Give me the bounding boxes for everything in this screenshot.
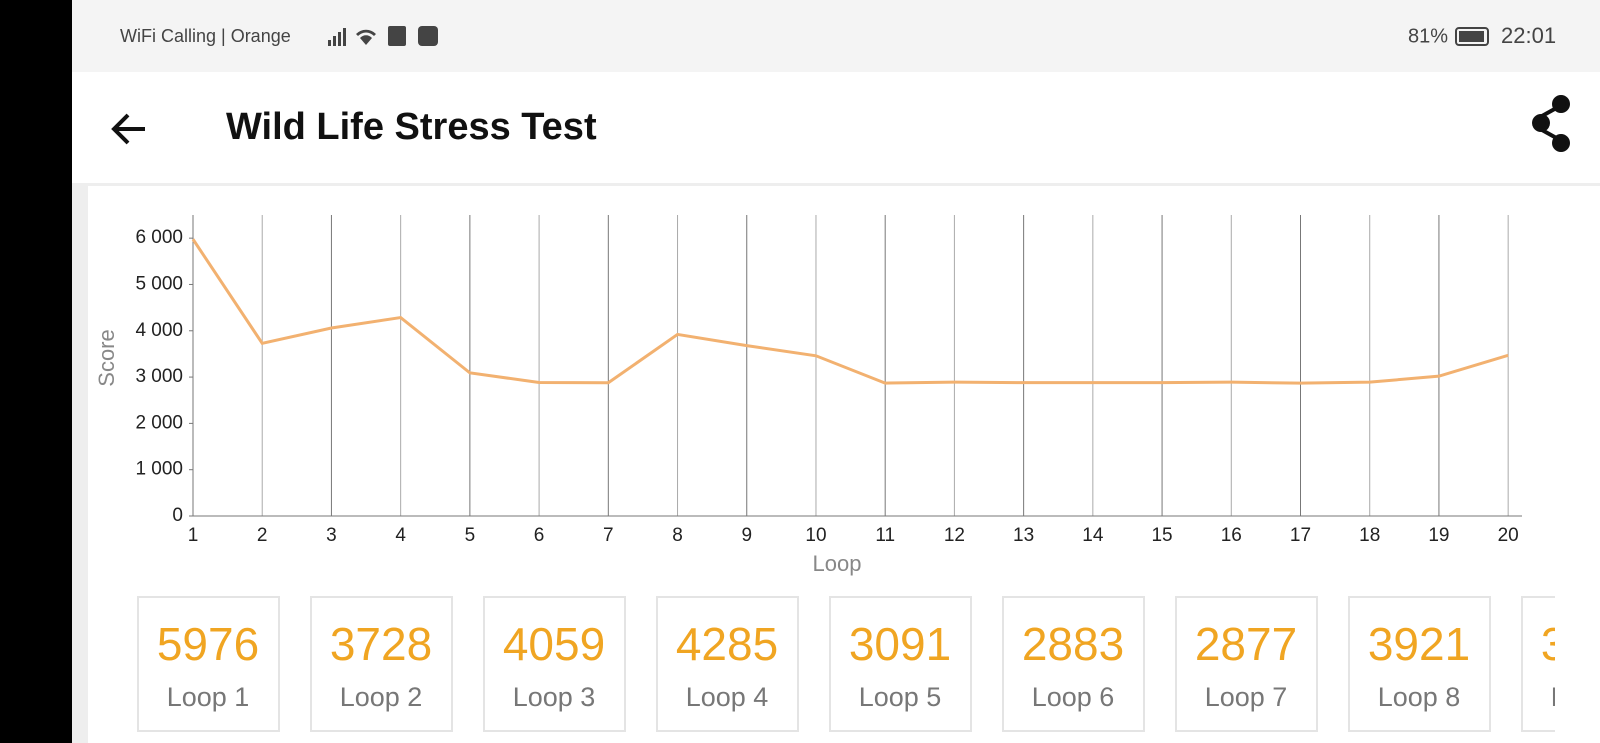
battery-icon bbox=[1455, 27, 1489, 46]
carrier: WiFi Calling | Orange bbox=[120, 26, 291, 46]
loop-score: 2877 bbox=[1195, 618, 1297, 670]
loop-card bbox=[829, 596, 972, 732]
loop-score: 3728 bbox=[330, 618, 432, 670]
loop-label: Loop 4 bbox=[686, 682, 769, 712]
x-tick-label: 8 bbox=[672, 525, 683, 546]
y-tick-label: 3 000 bbox=[135, 366, 183, 387]
x-tick-label: 7 bbox=[603, 525, 614, 546]
loop-card bbox=[1002, 596, 1145, 732]
x-tick-label: 19 bbox=[1428, 525, 1449, 546]
y-tick-label: 4 000 bbox=[135, 320, 183, 341]
app-bar bbox=[72, 72, 1600, 183]
loop-label: Loop 9 bbox=[1551, 682, 1600, 712]
clock: 22:01 bbox=[1501, 23, 1556, 48]
x-tick-label: 3 bbox=[326, 525, 337, 546]
loop-card bbox=[1175, 596, 1318, 732]
x-tick-label: 17 bbox=[1290, 525, 1311, 546]
x-tick-label: 5 bbox=[465, 525, 476, 546]
page-title: Wild Life Stress Test bbox=[226, 106, 597, 148]
loop-score: 3680 bbox=[1541, 618, 1600, 670]
loop-score: 3091 bbox=[849, 618, 951, 670]
loop-card bbox=[483, 596, 626, 732]
signal-icons bbox=[328, 26, 438, 46]
loop-cards: 5976 Loop 1 3728 Loop 2 4059 Loop 3 4285 Loop 4… bbox=[137, 596, 1600, 732]
x-axis-label: Loop bbox=[813, 551, 862, 576]
loop-score: 4285 bbox=[676, 618, 778, 670]
share-button[interactable] bbox=[1532, 95, 1570, 152]
loop-card bbox=[1348, 596, 1491, 732]
y-axis-label: Score bbox=[94, 329, 119, 386]
x-tick-label: 4 bbox=[395, 525, 406, 546]
loop-card bbox=[1521, 596, 1555, 732]
back-button[interactable] bbox=[111, 113, 145, 145]
loop-card bbox=[656, 596, 799, 732]
loop-label: Loop 2 bbox=[340, 682, 423, 712]
x-tick-label: 9 bbox=[741, 525, 752, 546]
loop-score: 5976 bbox=[157, 618, 259, 670]
loop-card bbox=[310, 596, 453, 732]
loop-label: Loop 6 bbox=[1032, 682, 1115, 712]
loop-label: Loop 3 bbox=[513, 682, 596, 712]
x-tick-label: 11 bbox=[875, 525, 895, 546]
loop-label: Loop 8 bbox=[1378, 682, 1461, 712]
x-tick-label: 20 bbox=[1498, 525, 1519, 546]
x-tick-label: 13 bbox=[1013, 525, 1034, 546]
x-tick-label: 16 bbox=[1221, 525, 1242, 546]
loop-label: Loop 5 bbox=[859, 682, 942, 712]
loop-score: 2883 bbox=[1022, 618, 1124, 670]
loop-card bbox=[137, 596, 280, 732]
loop-score: 3921 bbox=[1368, 618, 1470, 670]
x-tick-label: 10 bbox=[805, 525, 826, 546]
x-tick-label: 12 bbox=[944, 525, 965, 546]
score-line bbox=[191, 238, 1509, 385]
x-tick-label: 18 bbox=[1359, 525, 1380, 546]
y-tick-label: 0 bbox=[172, 505, 183, 526]
loop-label: Loop 7 bbox=[1205, 682, 1288, 712]
y-tick-label: 6 000 bbox=[135, 227, 183, 248]
y-tick-label: 1 000 bbox=[135, 459, 183, 480]
loop-label: Loop 1 bbox=[167, 682, 250, 712]
loop-score: 4059 bbox=[503, 618, 605, 670]
x-tick-label: 15 bbox=[1151, 525, 1172, 546]
x-tick-label: 6 bbox=[534, 525, 545, 546]
status-bar bbox=[72, 0, 1600, 72]
battery-level bbox=[1459, 31, 1484, 42]
x-tick-label: 2 bbox=[257, 525, 268, 546]
x-tick-label: 1 bbox=[188, 525, 199, 546]
y-tick-label: 5 000 bbox=[135, 273, 183, 294]
battery-percent: 81% bbox=[1408, 25, 1448, 47]
y-tick-label: 2 000 bbox=[135, 412, 183, 433]
x-tick-label: 14 bbox=[1082, 525, 1104, 546]
